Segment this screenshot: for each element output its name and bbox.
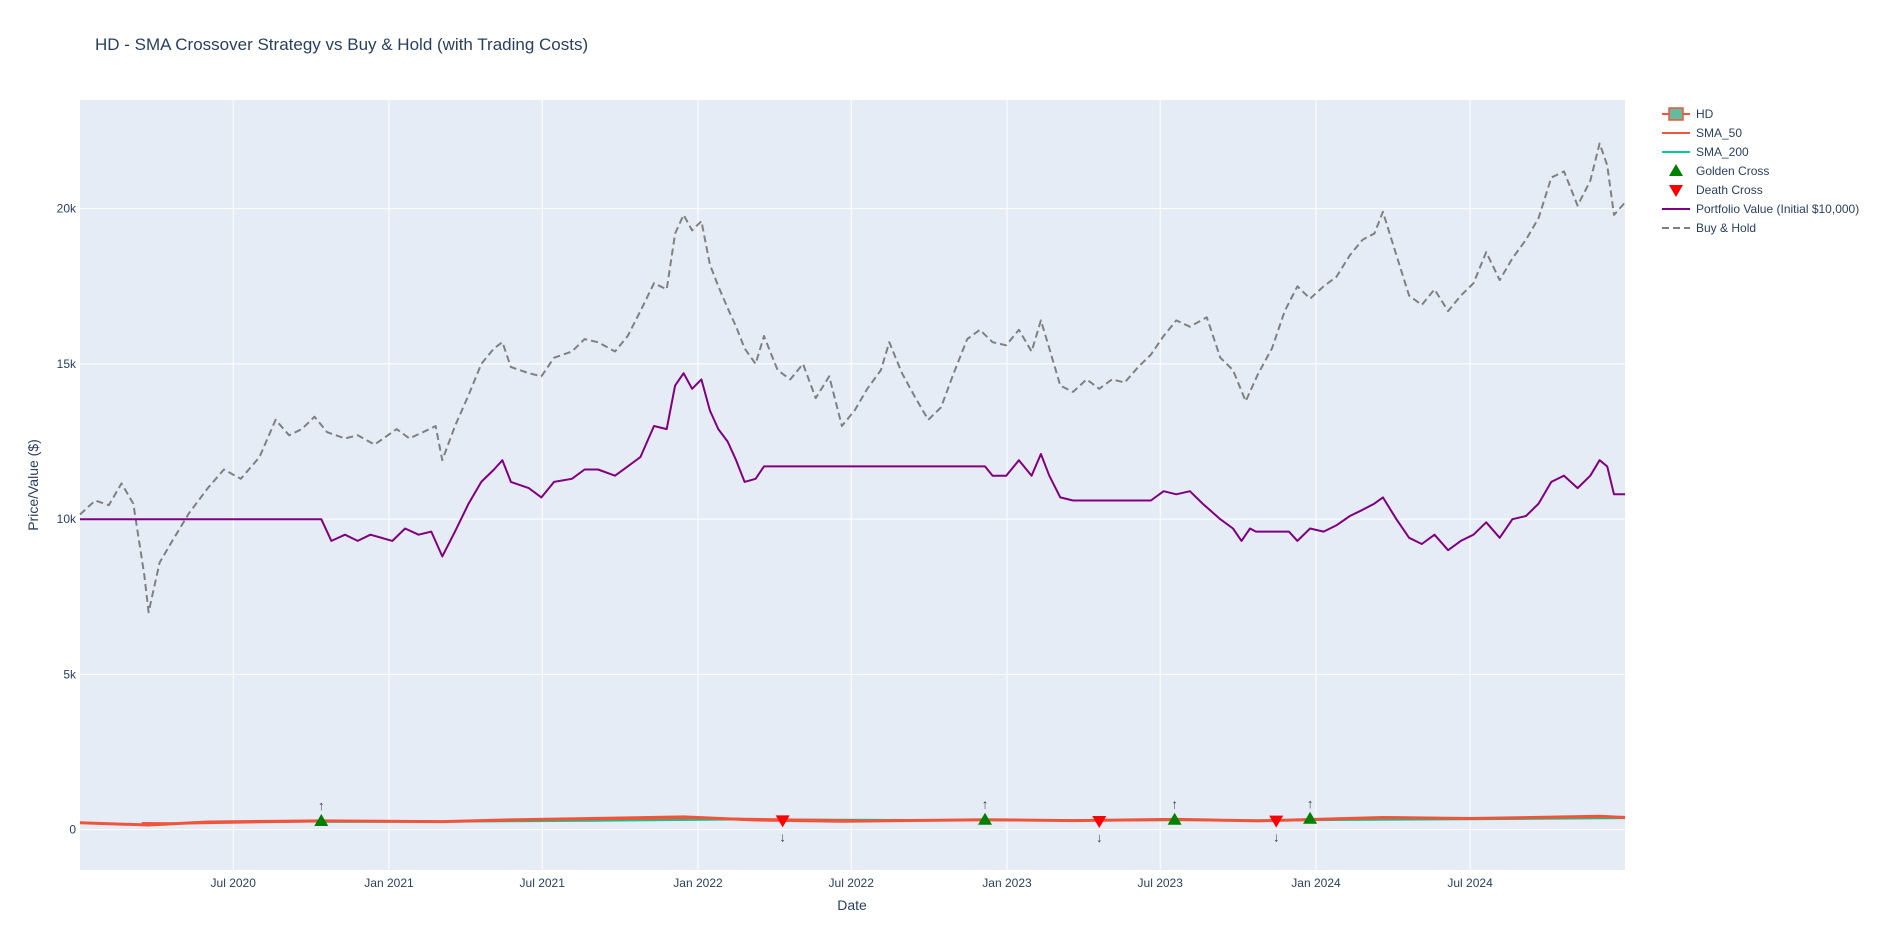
x-tick-label: Jan 2022 [673,876,723,890]
death-cross-arrow: ↓ [1273,830,1280,845]
death-cross-arrow: ↓ [1096,830,1103,845]
legend-item-death-cross[interactable]: Death Cross [1669,183,1763,197]
golden-cross-marker [1303,811,1318,824]
golden-cross-marker [1167,812,1182,825]
golden-cross-arrow: ↑ [1307,796,1314,811]
death-cross-marker [1092,815,1107,828]
golden-cross-arrow: ↑ [318,798,325,813]
series-portfolio-value-initial-10-000 [80,372,1625,558]
x-axis-title: Date [837,897,867,913]
legend-item-golden-cross[interactable]: Golden Cross [1669,164,1769,178]
legend-item-sma-50[interactable]: SMA_50 [1662,126,1742,140]
legend[interactable]: HD SMA_50 SMA_200 Golden Cross Death Cross Po… [1662,107,1859,235]
series-layer [79,142,1626,827]
series-buy-hold [79,142,1626,614]
legend-label: Golden Cross [1696,164,1769,178]
y-axis-ticks: 0 5k 10k 15k 20k [57,202,77,837]
legend-label: Portfolio Value (Initial $10,000) [1696,202,1859,216]
legend-label: Buy & Hold [1696,221,1756,235]
series-sma-50 [141,815,1626,825]
legend-label: Death Cross [1696,183,1763,197]
x-axis-ticks: Jul 2020 Jan 2021 Jul 2021 Jan 2022 Jul 2022… [211,876,1494,890]
y-axis-title: Price/Value ($) [25,439,41,531]
golden-cross-arrow: ↑ [982,797,989,812]
plot-area [80,100,1625,870]
legend-item-portfolio-value-initial-10-000[interactable]: Portfolio Value (Initial $10,000) [1662,202,1859,216]
legend-label: SMA_200 [1696,145,1749,159]
x-tick-label: Jul 2020 [211,876,257,890]
y-tick-label: 0 [69,823,76,837]
x-tick-label: Jan 2024 [1291,876,1341,890]
legend-label: HD [1696,107,1714,121]
golden-cross-marker [977,812,992,825]
y-tick-label: 10k [57,512,77,526]
y-tick-label: 20k [57,202,77,216]
death-cross-marker [775,815,790,828]
x-tick-label: Jul 2022 [829,876,875,890]
legend-item-sma-200[interactable]: SMA_200 [1662,145,1749,159]
golden-cross-arrow: ↑ [1171,797,1178,812]
death-cross-marker [1269,815,1284,828]
x-tick-label: Jan 2021 [364,876,414,890]
y-tick-label: 15k [57,357,77,371]
chart-title: HD - SMA Crossover Strategy vs Buy & Hol… [95,35,588,54]
signal-markers: ↑ ↓ ↑ ↓ ↑ ↓ ↑ [314,796,1318,845]
y-tick-label: 5k [63,667,77,681]
legend-label: SMA_50 [1696,126,1742,140]
x-tick-label: Jul 2021 [520,876,566,890]
legend-triangle-down [1669,185,1683,197]
grid-lines [80,100,1625,870]
legend-item-hd[interactable]: HD [1662,107,1714,121]
death-cross-arrow: ↓ [779,829,786,844]
legend-candle-box [1668,107,1684,121]
x-tick-label: Jan 2023 [982,876,1032,890]
x-tick-label: Jul 2024 [1447,876,1493,890]
x-tick-label: Jul 2023 [1138,876,1184,890]
legend-item-buy-hold[interactable]: Buy & Hold [1662,221,1756,235]
golden-cross-marker [314,813,329,826]
legend-triangle-up [1669,164,1683,176]
